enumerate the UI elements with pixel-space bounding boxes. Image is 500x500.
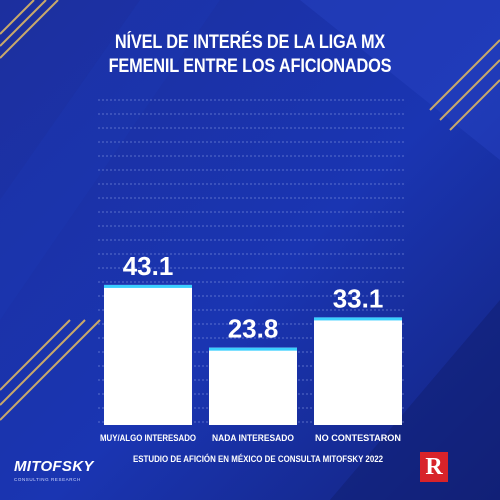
- gold-stripes-top-left: [0, 0, 59, 59]
- bar: [209, 347, 297, 425]
- bar-top-accent: [209, 347, 297, 351]
- record-logo: R: [420, 452, 448, 482]
- bar-top-accent: [104, 284, 192, 288]
- category-label: NADA INTERESADO: [212, 433, 294, 443]
- chart-title-line1: NÍVEL DE INTERÉS DE LA LIGA MX: [114, 32, 386, 53]
- bar-top-accent: [314, 317, 402, 321]
- mitofsky-logo-text: MITOFSKY: [14, 458, 94, 475]
- gold-stripes-bottom-left: [0, 319, 101, 421]
- chart-title-line2: FEMENIL ENTRE LOS AFICIONADOS: [108, 56, 392, 77]
- category-label: MUY/ALGO INTERESADO: [100, 433, 196, 443]
- bar: [104, 284, 192, 425]
- bar: [314, 317, 402, 425]
- mitofsky-logo-tagline: CONSULTING RESEARCH: [14, 477, 81, 482]
- category-label: NO CONTESTARON: [315, 433, 401, 443]
- value-label: 23.8: [228, 314, 279, 344]
- value-label: 43.1: [123, 251, 174, 281]
- source-note: ESTUDIO DE AFICIÓN EN MÉXICO DE CONSULTA…: [132, 454, 384, 464]
- value-label: 33.1: [333, 283, 384, 313]
- mitofsky-logo: MITOFSKY CONSULTING RESEARCH: [14, 454, 94, 486]
- gold-stripes-right: [429, 39, 500, 131]
